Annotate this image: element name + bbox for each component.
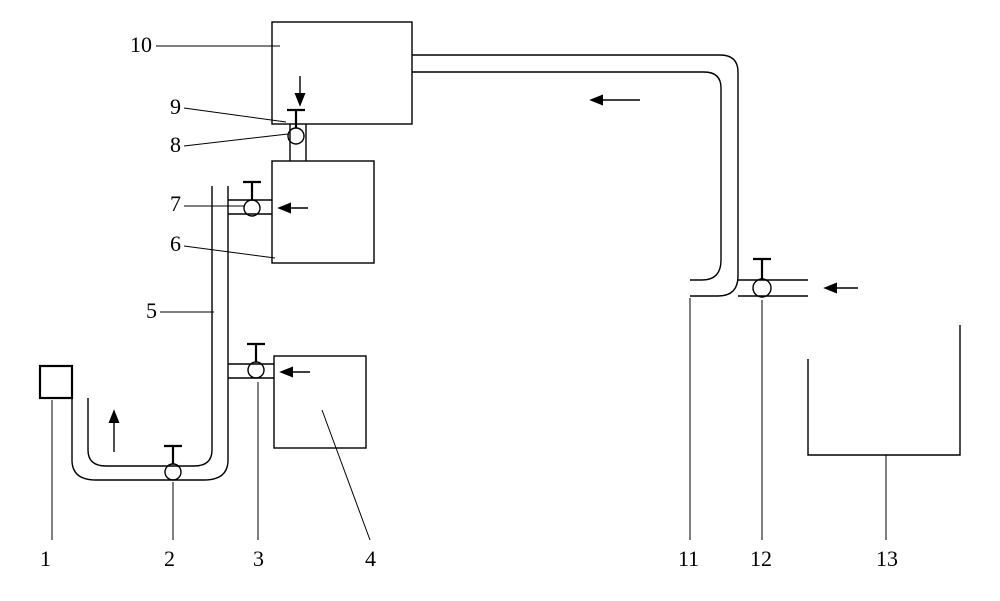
label-n10: 10 bbox=[130, 32, 152, 57]
label-n13: 13 bbox=[876, 546, 898, 571]
leader-l9 bbox=[184, 108, 286, 122]
label-n6: 6 bbox=[170, 231, 181, 256]
label-n8: 8 bbox=[170, 132, 181, 157]
label-n7: 7 bbox=[170, 191, 181, 216]
label-n1: 1 bbox=[40, 546, 51, 571]
label-n4: 4 bbox=[365, 546, 376, 571]
diagram-canvas: 12345678910111213 bbox=[0, 0, 1000, 601]
pipe-left_u-outer bbox=[72, 186, 228, 480]
label-n12: 12 bbox=[750, 546, 772, 571]
pipe-left_u-inner bbox=[88, 186, 212, 466]
valve-12-body bbox=[753, 279, 771, 297]
box-small bbox=[274, 356, 366, 448]
label-n2: 2 bbox=[164, 546, 175, 571]
label-n9: 9 bbox=[170, 94, 181, 119]
schematic-svg: 12345678910111213 bbox=[0, 0, 1000, 601]
pipe-top_long-outer bbox=[412, 55, 738, 296]
box-mid bbox=[272, 161, 374, 263]
leader-l8 bbox=[184, 134, 288, 146]
label-n11: 11 bbox=[678, 546, 699, 571]
label-n5: 5 bbox=[146, 298, 157, 323]
open-pool bbox=[808, 325, 960, 455]
pipe-top_long-inner bbox=[412, 72, 721, 280]
arrows-layer bbox=[114, 76, 858, 452]
labels-layer: 12345678910111213 bbox=[40, 32, 898, 571]
box-top bbox=[272, 22, 412, 124]
leader-l6 bbox=[184, 246, 275, 258]
box-pump bbox=[40, 366, 72, 398]
label-n3: 3 bbox=[253, 546, 264, 571]
valves-layer bbox=[164, 110, 771, 480]
leader-l4 bbox=[322, 410, 370, 540]
